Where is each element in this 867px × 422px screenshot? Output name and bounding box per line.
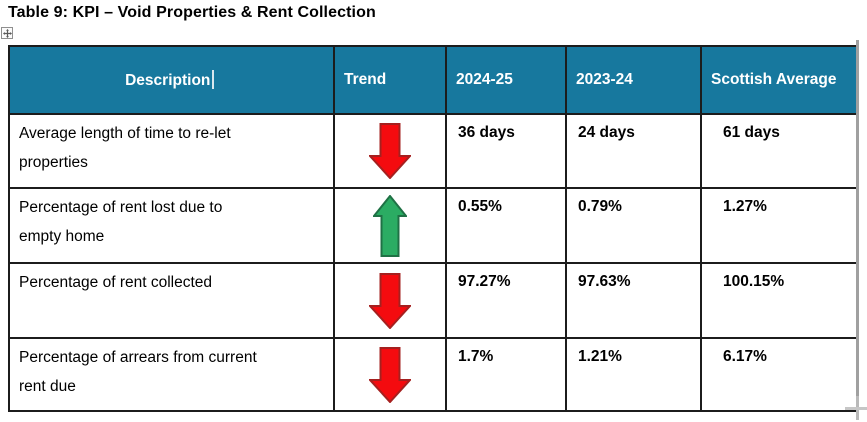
header-2023-24-label: 2023-24 [576, 71, 633, 88]
table-row: Percentage of rent collected 97.27% 97.6… [8, 262, 858, 339]
description-text: Percentage of rent lost due to empty hom… [19, 199, 223, 245]
header-row: Description Trend 2024-25 2023-24 Scotti… [8, 45, 858, 115]
description-cell[interactable]: Average length of time to re-let propert… [8, 113, 335, 189]
header-description-label: Description [125, 72, 211, 89]
table-move-handle-icon[interactable] [1, 27, 13, 39]
trend-cell[interactable] [333, 337, 447, 412]
arrow-down-icon [369, 123, 411, 179]
value-cell-scottish-average[interactable]: 1.27% [700, 187, 858, 264]
table-resize-handle-icon[interactable] [845, 396, 867, 420]
value-cell-2024-25[interactable]: 36 days [445, 113, 567, 189]
value-cell-scottish-average[interactable]: 100.15% [700, 262, 858, 339]
table-row: Percentage of rent lost due to empty hom… [8, 187, 858, 264]
trend-cell[interactable] [333, 113, 447, 189]
value-cell-2023-24[interactable]: 1.21% [565, 337, 702, 412]
table-row: Percentage of arrears from current rent … [8, 337, 858, 412]
move-cross-icon [2, 28, 12, 38]
header-trend[interactable]: Trend [333, 45, 447, 115]
header-2023-24[interactable]: 2023-24 [565, 45, 702, 115]
value-cell-2023-24[interactable]: 97.63% [565, 262, 702, 339]
table-row: Average length of time to re-let propert… [8, 113, 858, 189]
trend-cell[interactable] [333, 187, 447, 264]
table-body: Average length of time to re-let propert… [8, 113, 858, 412]
trend-cell[interactable] [333, 262, 447, 339]
description-cell[interactable]: Percentage of arrears from current rent … [8, 337, 335, 412]
header-trend-label: Trend [344, 71, 387, 88]
description-cell[interactable]: Percentage of rent lost due to empty hom… [8, 187, 335, 264]
description-text: Percentage of rent collected [19, 274, 213, 291]
value-cell-2023-24[interactable]: 0.79% [565, 187, 702, 264]
kpi-table: Description Trend 2024-25 2023-24 Scotti… [8, 45, 858, 412]
header-description[interactable]: Description [8, 45, 335, 115]
description-text: Average length of time to re-let propert… [19, 125, 231, 171]
header-2024-25-label: 2024-25 [456, 71, 513, 88]
value-cell-2024-25[interactable]: 0.55% [445, 187, 567, 264]
arrow-down-icon [369, 272, 411, 329]
page-boundary-line [856, 40, 859, 398]
value-cell-2024-25[interactable]: 97.27% [445, 262, 567, 339]
value-cell-2024-25[interactable]: 1.7% [445, 337, 567, 412]
description-cell[interactable]: Percentage of rent collected [8, 262, 335, 339]
arrow-down-icon [369, 346, 411, 403]
header-scottish-average-label: Scottish Average [711, 71, 837, 88]
text-cursor [212, 70, 214, 89]
page-title: Table 9: KPI – Void Properties & Rent Co… [8, 4, 376, 21]
value-cell-scottish-average[interactable]: 6.17% [700, 337, 858, 412]
arrow-up-icon [373, 194, 407, 257]
value-cell-scottish-average[interactable]: 61 days [700, 113, 858, 189]
header-scottish-average[interactable]: Scottish Average [700, 45, 858, 115]
description-text: Percentage of arrears from current rent … [19, 349, 257, 395]
header-2024-25[interactable]: 2024-25 [445, 45, 567, 115]
value-cell-2023-24[interactable]: 24 days [565, 113, 702, 189]
